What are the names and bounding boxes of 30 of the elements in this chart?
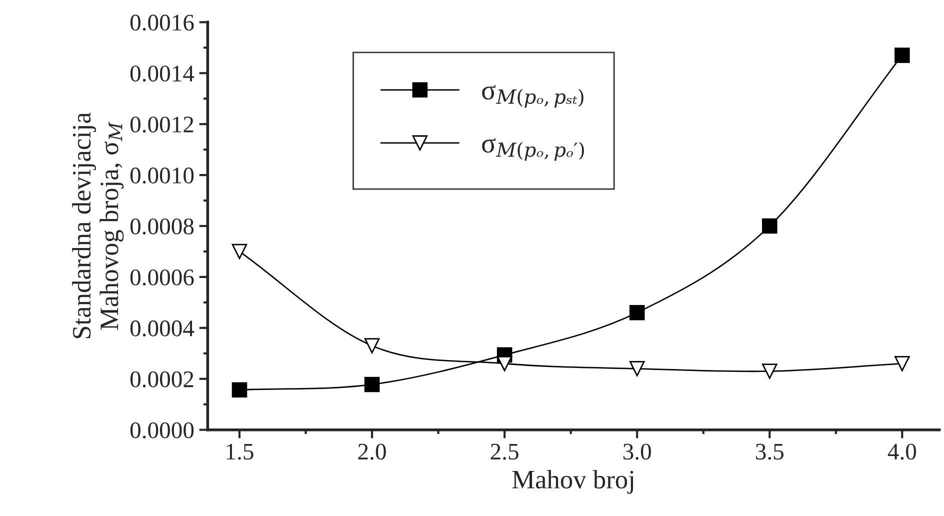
point — [232, 244, 248, 260]
y-tick-label: 0.0008 — [130, 218, 194, 235]
point — [364, 338, 380, 354]
x-tick-label: 3.5 — [756, 444, 784, 460]
y-tick-label: 0.0002 — [130, 371, 194, 388]
legend-label: σ$_{M(pₒ,pₒ′)}$ — [482, 138, 584, 161]
x-tick-label: 4.0 — [888, 444, 916, 460]
x-tick-label: 1.5 — [226, 444, 254, 460]
x-tick-label: 2.0 — [358, 444, 386, 460]
y-axis-title: Standardna devijacija Mahovog broja, σ$_{M}$ — [72, 112, 124, 338]
point — [894, 48, 910, 63]
point — [762, 364, 778, 379]
y-tick-label: 0.0000 — [130, 422, 194, 438]
y-tick-label: 0.0016 — [130, 14, 194, 31]
y-tick-label: 0.0014 — [130, 66, 194, 82]
x-axis-title: Mahov broj — [512, 470, 634, 494]
point — [894, 356, 910, 372]
y-tick-label: 0.0006 — [130, 269, 194, 286]
point — [496, 356, 512, 372]
x-tick-label: 3.0 — [623, 444, 651, 460]
y-tick-label: 0.0012 — [130, 116, 194, 133]
legend-label: σ$_{M(pₒ,pₛₜ)}$ — [482, 85, 584, 108]
y-tick-label: 0.0004 — [130, 320, 194, 336]
x-tick-label: 2.5 — [490, 444, 518, 460]
y-tick-label: 0.0010 — [130, 168, 194, 184]
point — [629, 304, 645, 320]
point — [629, 361, 645, 376]
point — [232, 382, 248, 398]
point — [762, 218, 778, 234]
point — [364, 376, 380, 392]
